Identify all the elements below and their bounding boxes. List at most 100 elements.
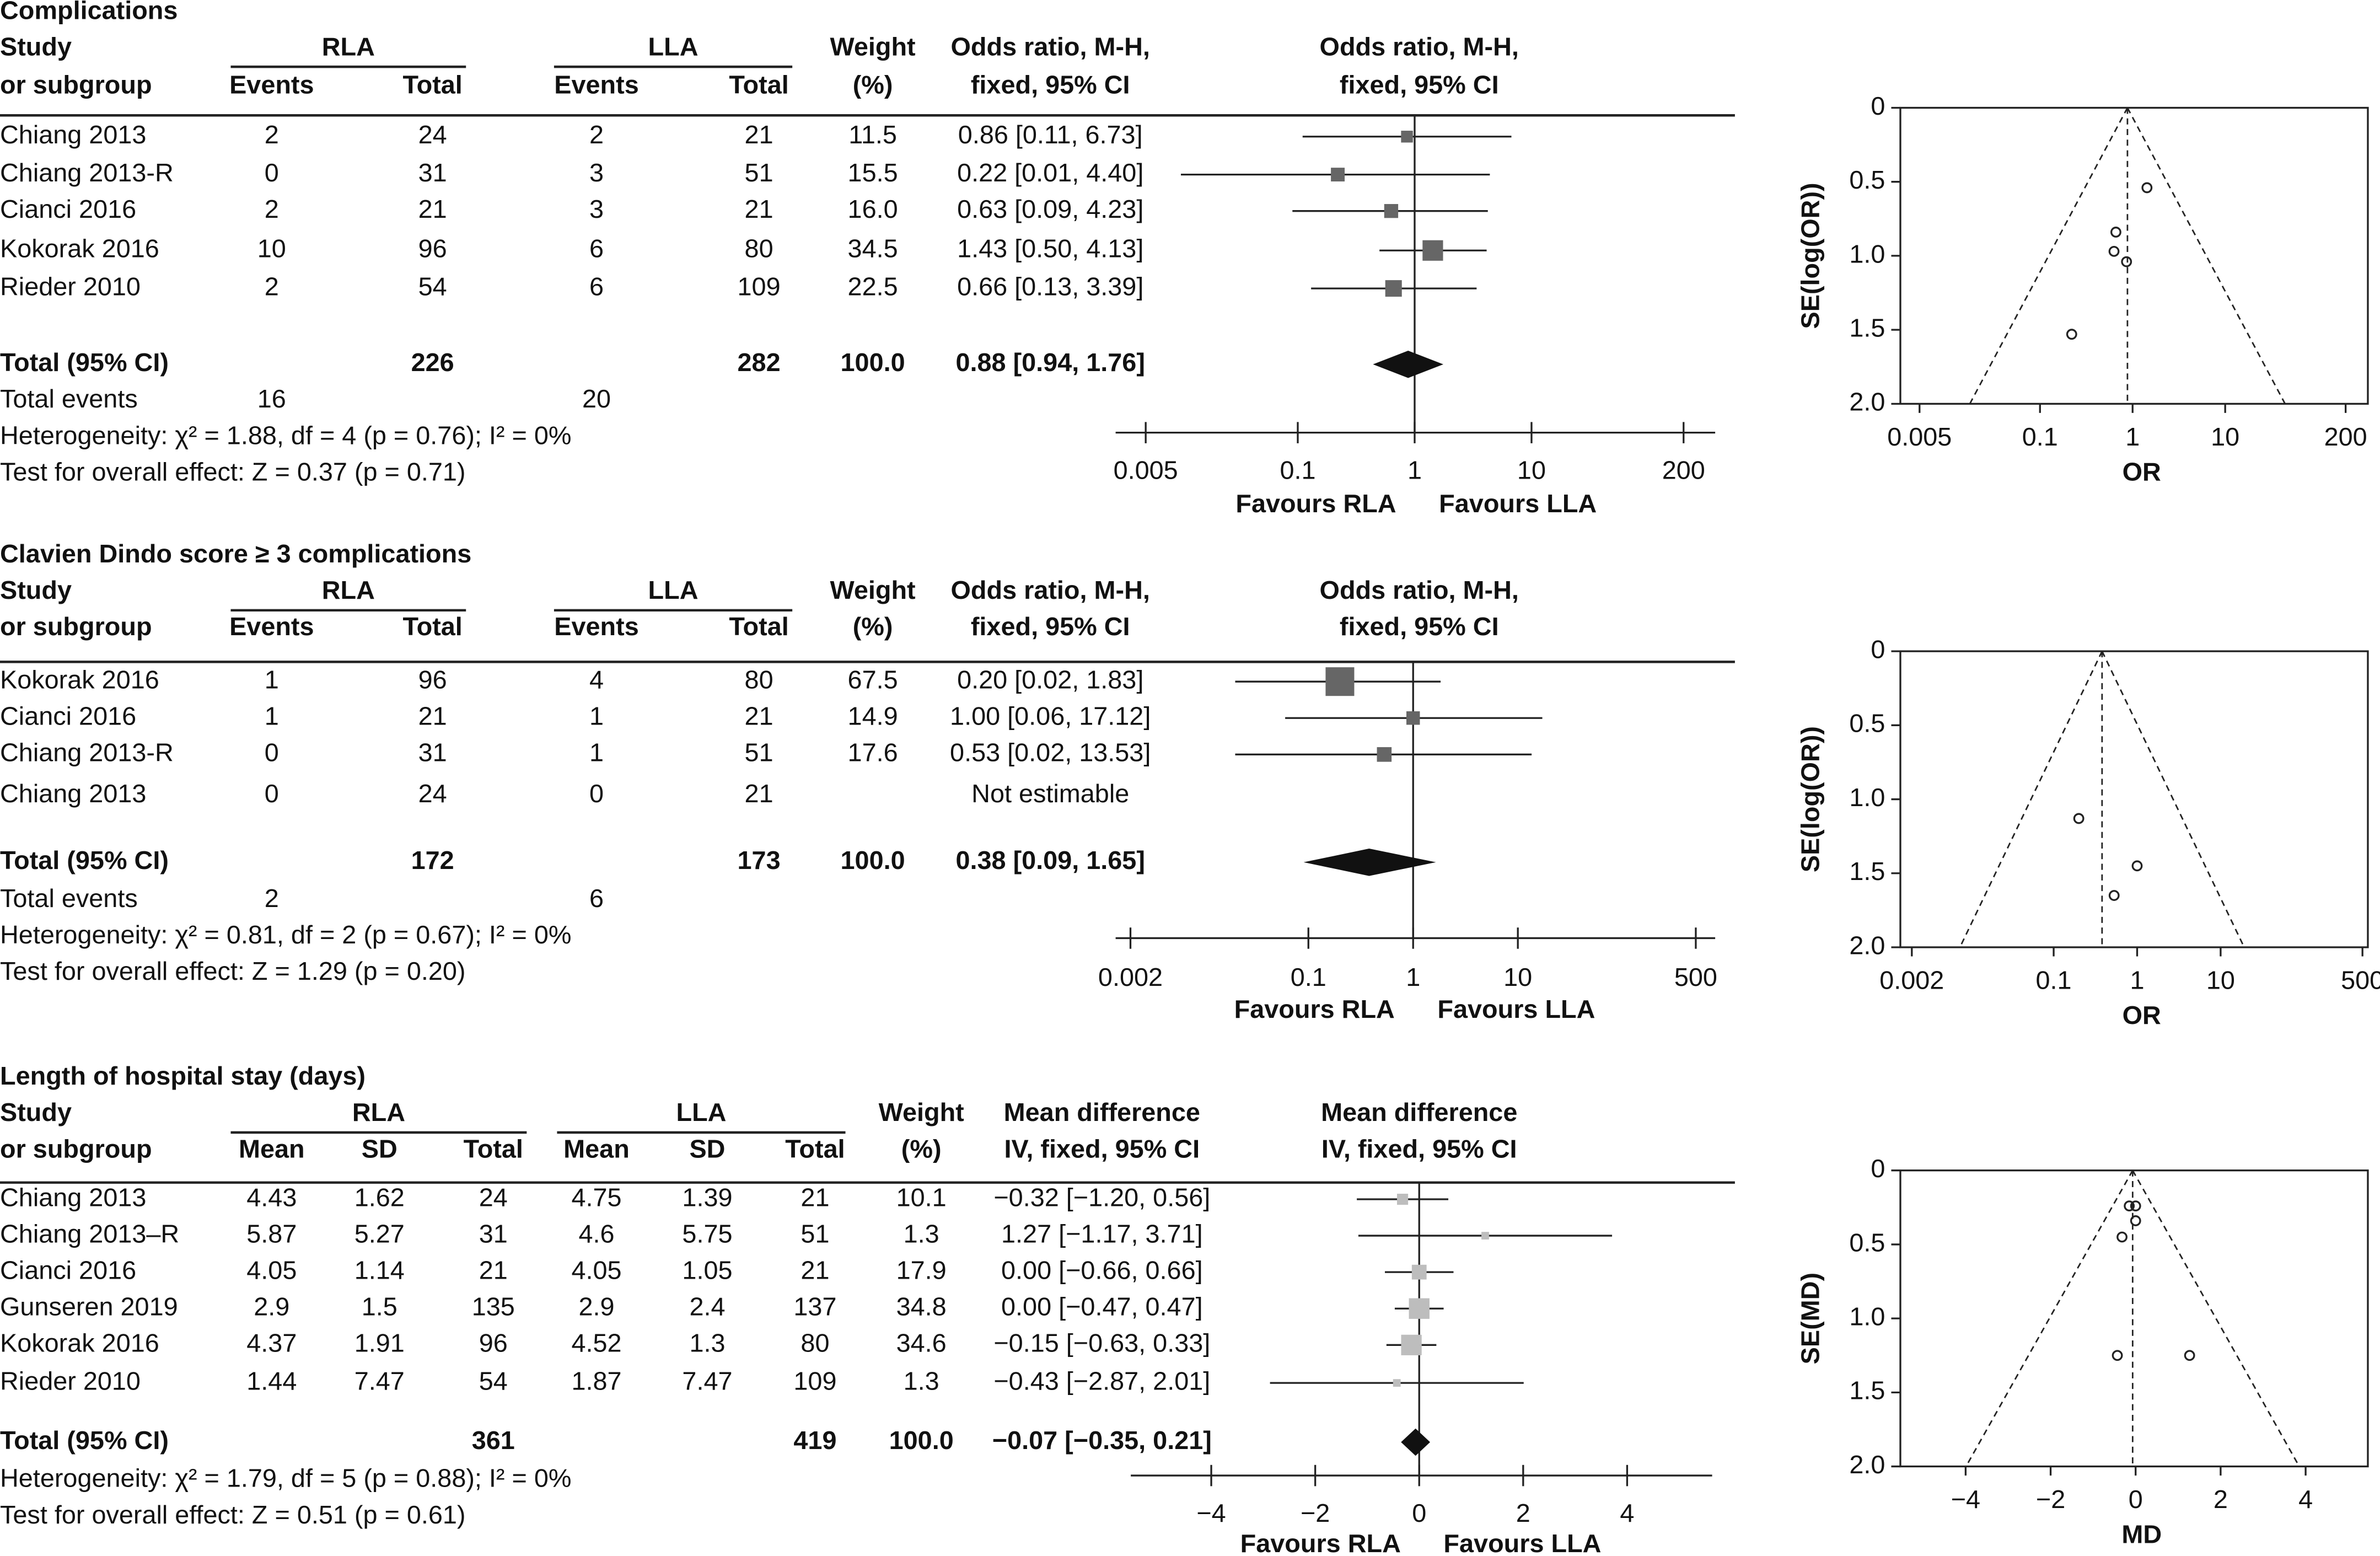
group2-value: 1 — [589, 702, 604, 731]
funnel-point — [2116, 1231, 2128, 1243]
x-tick-label: −4 — [1196, 1499, 1226, 1527]
header-effect-method: IV, fixed, 95% CI — [1004, 1134, 1200, 1163]
total-weight: 100.0 — [889, 1426, 954, 1455]
study-weight-square — [1331, 168, 1345, 182]
table-row: Cianci 2016 4.05 1.14 21 4.05 1.05 21 17.9 0.00 … — [0, 1256, 1454, 1285]
group1-total-events: 16 — [257, 384, 286, 413]
forest-plot-panel-3: Length of hospital stay (days) Study or su… — [0, 1061, 1735, 1556]
weight-value: 14.9 — [848, 702, 898, 731]
overall-effect-test: Test for overall effect: Z = 0.51 (p = 0… — [0, 1500, 466, 1529]
funnel-x-label: OR — [2123, 457, 2161, 486]
favours-left-label: Favours RLA — [1234, 995, 1395, 1023]
study-name: Cianci 2016 — [0, 195, 136, 223]
table-row: Chiang 2013 4.43 1.62 24 4.75 1.39 21 10.1 −0.32… — [0, 1183, 1449, 1211]
y-tick-label: 0.5 — [1849, 709, 1885, 738]
group1-value: 1.62 — [354, 1183, 405, 1211]
group1-value: 2 — [265, 272, 279, 301]
effect-ci: 0.86 [0.11, 6.73] — [958, 120, 1143, 149]
total-effect-ci: −0.07 [−0.35, 0.21] — [992, 1426, 1212, 1455]
study-weight-square — [1401, 1334, 1422, 1355]
group2-value: 4 — [589, 666, 604, 694]
table-row: Kokorak 2016 4.37 1.91 96 4.52 1.3 80 34.6 −0.15… — [0, 1329, 1437, 1358]
x-tick-label: 0.1 — [2022, 422, 2058, 451]
x-tick-label: −2 — [1301, 1499, 1330, 1527]
effect-ci: −0.43 [−2.87, 2.01] — [993, 1366, 1210, 1395]
group1-value: 24 — [479, 1183, 508, 1211]
y-tick-label: 0.5 — [1849, 165, 1885, 194]
y-tick-label: 1.0 — [1849, 783, 1885, 812]
x-tick-label: 1 — [2130, 966, 2144, 995]
group2-value: 2 — [589, 120, 604, 149]
funnel-point — [2131, 860, 2143, 872]
weight-value: 16.0 — [848, 195, 898, 223]
study-name: Kokorak 2016 — [0, 1329, 159, 1358]
heterogeneity-stat: Heterogeneity: χ² = 1.88, df = 4 (p = 0.… — [0, 421, 571, 449]
total-label: Total (95% CI) — [0, 348, 169, 377]
effect-ci: 0.00 [−0.47, 0.47] — [1001, 1292, 1203, 1321]
group2-value: 51 — [745, 158, 773, 187]
study-name: Gunseren 2019 — [0, 1292, 178, 1321]
study-weight-square — [1325, 667, 1355, 696]
funnel-frame — [1899, 106, 2369, 405]
table-row: Cianci 2016 1 21 1 21 14.9 1.00 [0.06, 17.12] — [0, 702, 1543, 731]
group1-value: 2 — [265, 195, 279, 223]
y-tick-label: 1.0 — [1849, 1302, 1885, 1330]
study-weight-square — [1422, 240, 1443, 261]
group1-value: 4.05 — [246, 1256, 297, 1285]
header-plot-method: IV, fixed, 95% CI — [1321, 1134, 1517, 1163]
study-name: Cianci 2016 — [0, 702, 136, 731]
table-row: Kokorak 2016 10 96 6 80 34.5 1.43 [0.50, 4.13] — [0, 234, 1487, 263]
study-weight-square — [1385, 280, 1402, 297]
study-name: Chiang 2013–R — [0, 1219, 179, 1248]
header-effect-method: fixed, 95% CI — [971, 70, 1130, 99]
table-row: Chiang 2013-R 0 31 1 51 17.6 0.53 [0.02, 13.53… — [0, 738, 1532, 767]
y-tick-label: 1.5 — [1849, 857, 1885, 886]
x-tick-label: 10 — [1517, 456, 1546, 485]
x-tick-label: 0 — [2129, 1485, 2143, 1514]
group1-value: 31 — [418, 158, 447, 187]
study-weight-square — [1481, 1232, 1489, 1240]
study-name: Chiang 2013-R — [0, 738, 174, 767]
header-group1-col: Total — [464, 1134, 523, 1163]
total-weight: 100.0 — [841, 846, 905, 874]
group1-value: 54 — [479, 1366, 508, 1395]
group2-value: 6 — [589, 272, 604, 301]
funnel-point — [2124, 1200, 2135, 1212]
funnel-plot-3: 0 0.5 1.0 1.5 2.0 −4 −2 0 2 4 SE(MD) MD — [1796, 1154, 2369, 1549]
table-row: Gunseren 2019 2.9 1.5 135 2.9 2.4 137 34.8 0.00 … — [0, 1292, 1444, 1321]
header-group2: LLA — [676, 1098, 726, 1126]
y-tick-label: 1.5 — [1849, 1376, 1885, 1405]
funnel-point — [2108, 890, 2120, 901]
group1-value: 2.9 — [254, 1292, 289, 1321]
header-plot-method: fixed, 95% CI — [1340, 612, 1499, 641]
effect-ci: Not estimable — [971, 779, 1129, 808]
group2-value: 3 — [589, 158, 604, 187]
weight-value: 34.6 — [896, 1329, 947, 1358]
weight-value: 1.3 — [904, 1219, 939, 1248]
study-weight-square — [1409, 1298, 1430, 1319]
effect-ci: 0.00 [−0.66, 0.66] — [1001, 1256, 1203, 1285]
heterogeneity-stat: Heterogeneity: χ² = 1.79, df = 5 (p = 0.… — [0, 1464, 571, 1493]
x-tick-label: 0.002 — [1098, 963, 1163, 991]
funnel-point — [2184, 1350, 2195, 1361]
funnel-right-limit — [2126, 107, 2286, 404]
header-effect-method: fixed, 95% CI — [971, 612, 1130, 641]
funnel-left-limit — [1959, 651, 2103, 948]
x-tick-label: 4 — [2298, 1485, 2313, 1514]
group1-value: 54 — [418, 272, 447, 301]
funnel-right-limit — [2101, 651, 2245, 948]
study-weight-square — [1401, 131, 1413, 143]
header-group1-col: Mean — [239, 1134, 305, 1163]
group1-value: 96 — [418, 234, 447, 263]
weight-value: 10.1 — [896, 1183, 947, 1211]
y-tick-label: 2.0 — [1849, 1450, 1885, 1479]
group2-value: 1.87 — [571, 1366, 621, 1395]
x-tick-label: 4 — [1620, 1499, 1634, 1527]
group1-value: 1 — [265, 666, 279, 694]
x-tick-label: 2 — [2214, 1485, 2228, 1514]
y-tick-label: 0.5 — [1849, 1228, 1885, 1257]
group1-value: 2 — [265, 120, 279, 149]
header-plot-method: fixed, 95% CI — [1340, 70, 1499, 99]
x-tick-label: −2 — [2036, 1485, 2065, 1514]
